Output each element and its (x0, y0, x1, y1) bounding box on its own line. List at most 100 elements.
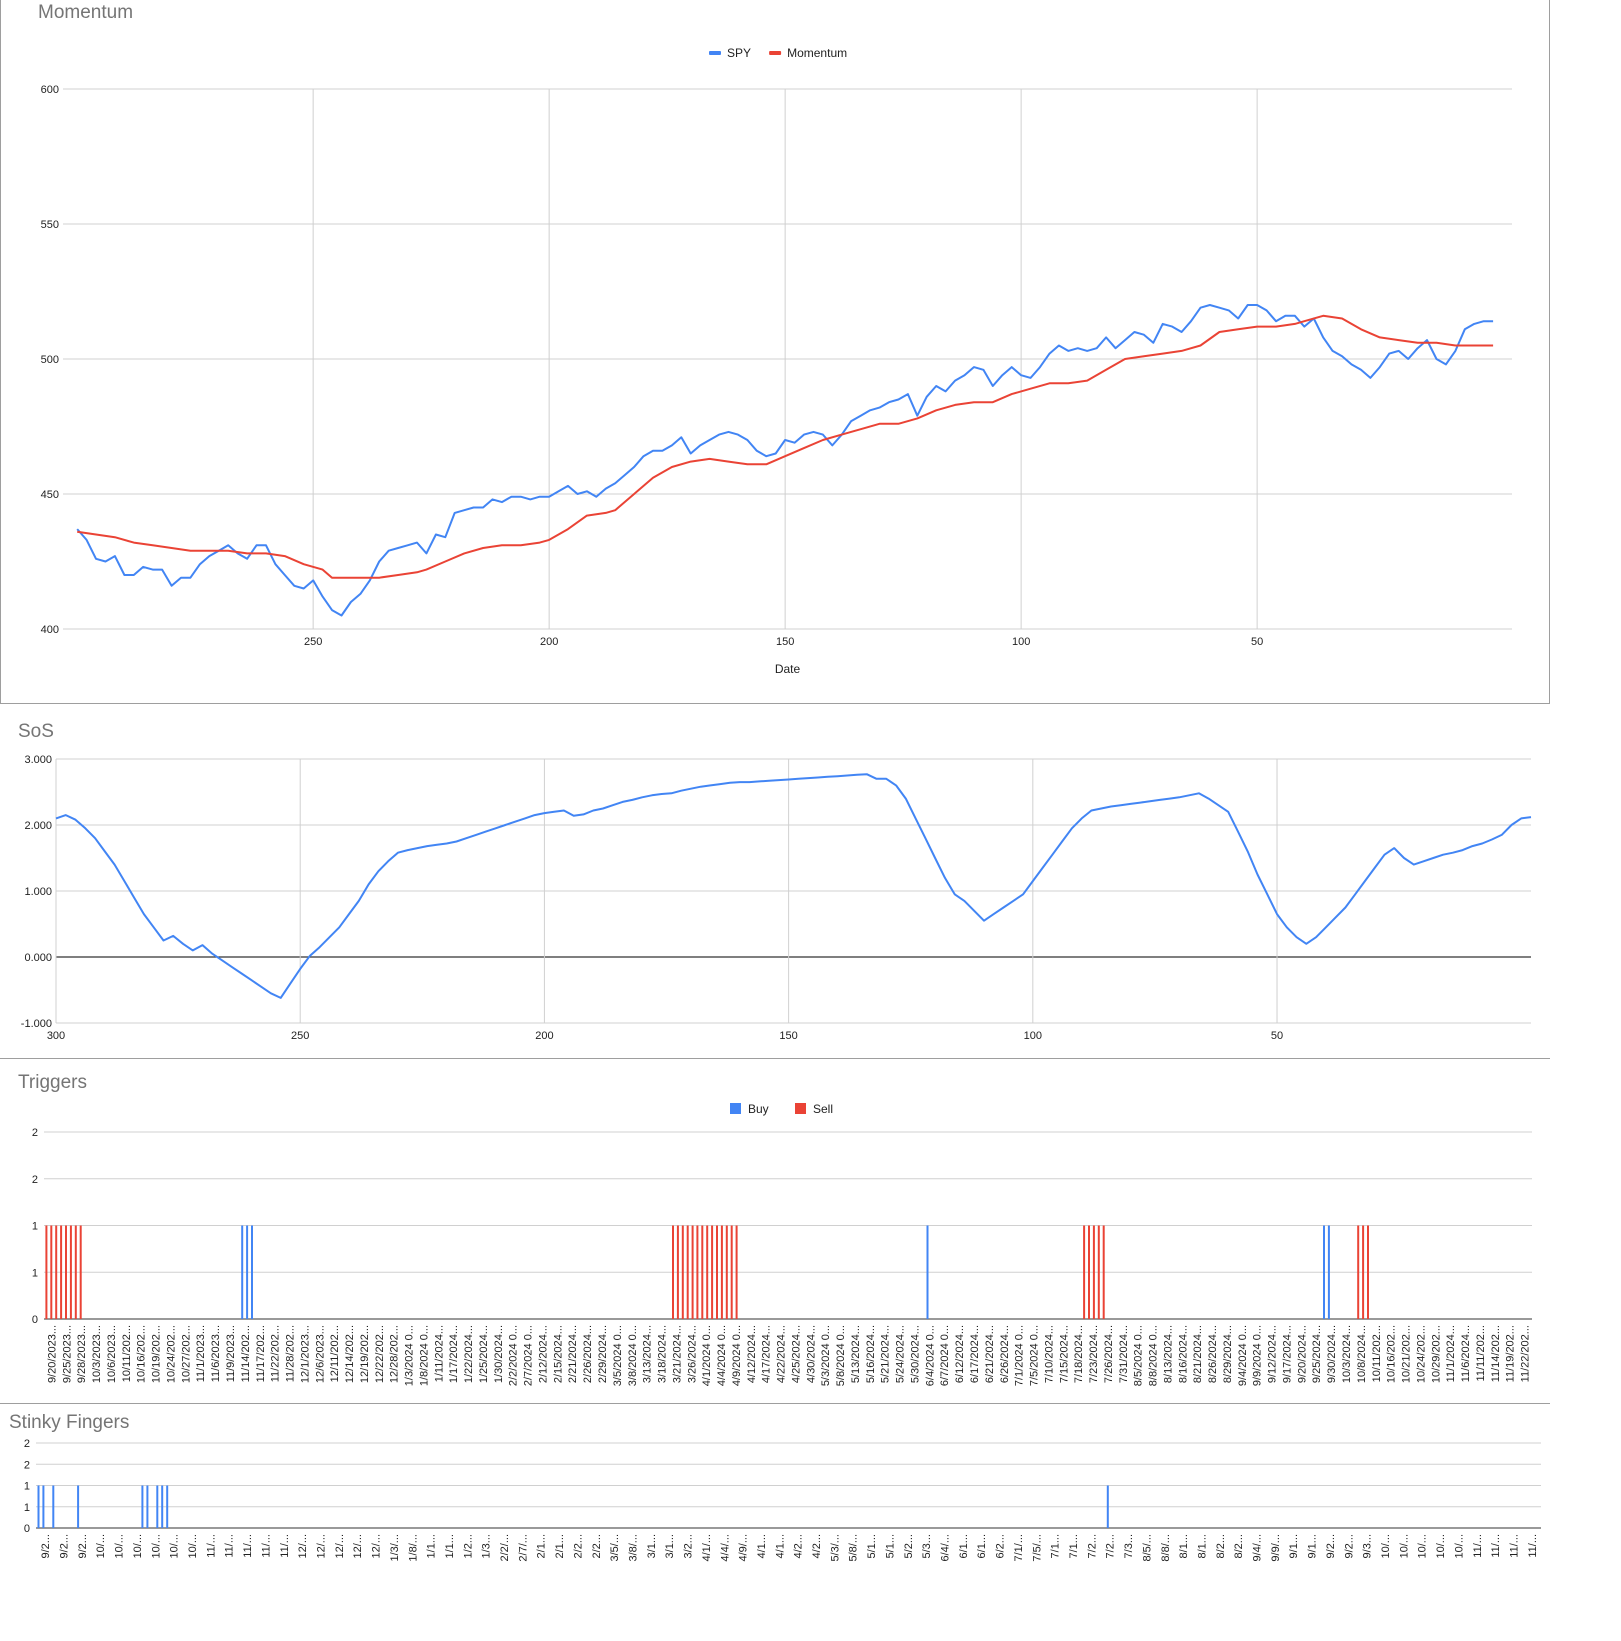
x-tick-label: 12/6/2023... (314, 1325, 326, 1383)
sell-bar (60, 1225, 63, 1319)
x-tick-label: 4/12/2024... (746, 1325, 758, 1383)
x-tick-label: 10/19/202... (151, 1325, 163, 1383)
x-tick-label: 4/22/2024... (776, 1325, 788, 1383)
x-tick-label: 11/19/202... (1505, 1325, 1517, 1382)
x-tick-label: 6/26/2024... (999, 1325, 1011, 1383)
x-tick-label: 12/11/202... (329, 1325, 341, 1382)
momentum-chart-title: Momentum (38, 2, 134, 23)
x-tick-label: 5/16/2024... (865, 1325, 877, 1383)
y-tick-label: -1.000 (21, 1018, 52, 1030)
x-tick-label: 7/18/2024... (1073, 1325, 1085, 1383)
momentum-chart-svg: 600 550 500 450 400 250 200 150 100 50 Date SPY Mome… (41, 46, 1512, 676)
buy-bar (246, 1225, 249, 1319)
x-tick-label: 11/14/202... (240, 1325, 252, 1382)
x-tick-label: 1/3/2024 0... (404, 1325, 416, 1386)
x-tick-label: 10/3/2023... (91, 1325, 103, 1383)
x-tick-label: 9/2... (77, 1534, 89, 1558)
x-tick-label: 10/6/2023... (106, 1325, 118, 1383)
x-tick-label: 4/17/2024... (761, 1325, 773, 1383)
sell-bar (716, 1225, 718, 1319)
x-tick-label: 10/27/202... (180, 1325, 192, 1383)
y-tick-label: 1 (32, 1267, 38, 1279)
x-tick-label: 7/23/2024... (1088, 1325, 1100, 1383)
x-tick-label: 8/8/... (1160, 1534, 1172, 1562)
y-tick-label: 2.000 (24, 820, 52, 832)
sell-bar (696, 1225, 699, 1319)
x-tick-label: 7/2... (1086, 1534, 1098, 1558)
legend-swatch (730, 1103, 741, 1114)
x-tick-label: 10/11/202... (1371, 1325, 1383, 1382)
x-tick-label: 2/7/2024 0... (523, 1325, 535, 1386)
y-tick-label: 2 (24, 1438, 30, 1450)
x-tick-label: 11/1/2023... (195, 1325, 207, 1382)
stinky-fingers-chart-panel: Stinky Fingers 2 2 1 1 0 9/2... 9/2... 9/2... 10… (0, 1404, 1550, 1641)
x-tick-label: 12/19/202... (359, 1325, 371, 1383)
x-tick-label: 7/1/2024 0... (1014, 1325, 1026, 1386)
x-tick-label: 7/1... (1050, 1534, 1062, 1558)
x-tick-label: 3/8/... (628, 1534, 640, 1562)
x-tick-label: 5/2... (903, 1534, 915, 1558)
signal-bar (141, 1485, 144, 1528)
y-tick-label: 1 (32, 1221, 38, 1233)
x-tick-label: 10/... (1398, 1534, 1410, 1558)
x-tick-label: 9/2... (59, 1534, 71, 1558)
x-tick-label: 5/3/2024 0... (820, 1325, 832, 1386)
sell-bar (711, 1225, 714, 1319)
x-tick-label: 200 (535, 1030, 553, 1042)
buy-bar (241, 1225, 244, 1319)
x-tick-label: 10/8/2024... (1356, 1325, 1368, 1383)
sos-chart-panel: SoS 3.000 2.000 1.000 0.000 -1.000 300 250 200 1… (0, 704, 1550, 1058)
x-tick-label: 8/26/2024... (1207, 1325, 1219, 1383)
x-tick-label: 4/30/2024... (805, 1325, 817, 1383)
y-tick-label: 0 (24, 1523, 30, 1535)
x-tick-label: 2/2... (591, 1534, 603, 1558)
sell-bar (50, 1225, 53, 1319)
x-tick-label: 7/5/2024 0... (1029, 1325, 1041, 1386)
legend-label: SPY (727, 46, 751, 60)
x-tick-label: 10/... (1435, 1534, 1447, 1558)
triggers-chart-svg: 2 2 1 1 0 9/20/2023... 9/25/2023... 9/28/2023..… (32, 1102, 1532, 1386)
x-tick-label: 4/9/... (738, 1534, 750, 1562)
panel-left-border (0, 0, 1, 703)
sell-bar (720, 1225, 723, 1319)
x-tick-label: 9/12/2024... (1267, 1325, 1279, 1383)
x-tick-label: 1/2... (462, 1534, 474, 1558)
stinky-fingers-chart-svg: 2 2 1 1 0 9/2... 9/2... 9/2... 10/... 10/... 10/..… (24, 1438, 1541, 1562)
buy-bar (251, 1225, 253, 1319)
x-tick-label: 2/2/2024 0... (508, 1325, 520, 1386)
x-tick-label: 10/3/2024... (1341, 1325, 1353, 1383)
sell-bar (1102, 1225, 1105, 1319)
x-tick-label: 1/3/... (389, 1534, 401, 1562)
signal-bar (161, 1485, 164, 1528)
x-tick-label: 5/1... (884, 1534, 896, 1558)
x-tick-label: 12/14/202... (344, 1325, 356, 1383)
x-tick-label: 11/... (260, 1534, 272, 1558)
sell-bar (706, 1225, 709, 1319)
x-tick-label: 2/26/2024... (582, 1325, 594, 1383)
stinky-fingers-chart-title: Stinky Fingers (9, 1412, 130, 1433)
momentum-line (77, 314, 1494, 579)
x-tick-label: 300 (47, 1030, 65, 1042)
panel-divider (0, 1403, 1550, 1404)
y-tick-label: 3.000 (24, 754, 52, 766)
x-tick-label: 9/2... (40, 1534, 52, 1558)
x-tick-label: 4/9/2024 0... (731, 1325, 743, 1386)
x-tick-label: 2/15/2024... (552, 1325, 564, 1383)
x-tick-label: 5/8/... (848, 1534, 860, 1562)
sell-bar (45, 1225, 48, 1319)
x-tick-label: 7/1... (1068, 1534, 1080, 1558)
sell-bar (55, 1225, 58, 1319)
x-tick-label: 8/5/... (1141, 1534, 1153, 1562)
x-tick-label: 10/... (150, 1534, 162, 1558)
x-tick-label: 10/... (1380, 1534, 1392, 1558)
x-tick-label: 4/1/... (701, 1534, 713, 1562)
x-tick-label: 8/1... (1197, 1534, 1209, 1558)
signal-bar (42, 1485, 45, 1528)
sell-bar (1083, 1225, 1086, 1319)
x-tick-label: 3/26/2024... (686, 1325, 698, 1383)
panel-right-border (1549, 0, 1550, 703)
x-tick-label: 4/25/2024... (790, 1325, 802, 1383)
x-tick-label: 10/29/202... (1430, 1325, 1442, 1383)
sell-bar (686, 1225, 689, 1319)
